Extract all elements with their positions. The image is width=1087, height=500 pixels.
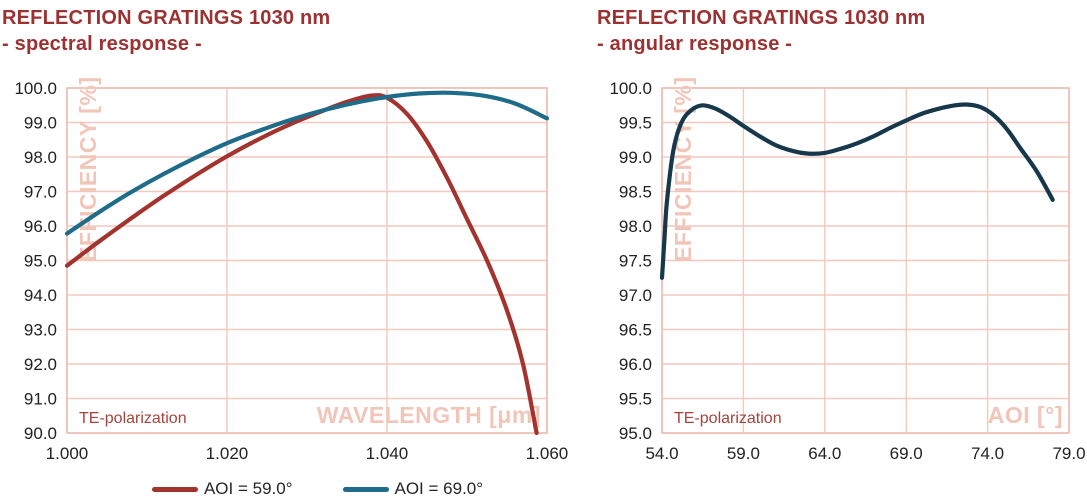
x-tick-label: 64.0 bbox=[808, 444, 841, 463]
x-tick-label: 1.040 bbox=[366, 444, 409, 463]
spectral-chart-legend: AOI = 59.0° AOI = 69.0° bbox=[30, 478, 605, 500]
x-tick-label: 1.000 bbox=[46, 444, 89, 463]
y-tick-label: 96.5 bbox=[619, 321, 652, 340]
series-curve bbox=[64, 93, 539, 436]
y-tick-label: 92.0 bbox=[24, 355, 57, 374]
y-tick-label: 100.0 bbox=[609, 79, 652, 98]
y-tick-label: 100.0 bbox=[14, 79, 57, 98]
series-curve bbox=[64, 90, 550, 236]
y-tick-label: 96.0 bbox=[619, 355, 652, 374]
y-tick-label: 97.0 bbox=[619, 286, 652, 305]
y-tick-label: 94.0 bbox=[24, 286, 57, 305]
y-axis-title: EFFICIENCY [%] bbox=[670, 77, 696, 262]
y-tick-label: 91.0 bbox=[24, 390, 57, 409]
spectral-chart-title-line1: REFLECTION GRATINGS 1030 nm bbox=[2, 7, 331, 29]
y-tick-label: 90.0 bbox=[24, 424, 57, 443]
x-tick-label: 1.020 bbox=[206, 444, 249, 463]
y-tick-label: 97.0 bbox=[24, 183, 57, 202]
legend-line-swatch bbox=[151, 486, 198, 492]
y-tick-label: 98.5 bbox=[619, 183, 652, 202]
y-tick-label: 98.0 bbox=[619, 217, 652, 236]
legend-item: AOI = 69.0° bbox=[342, 479, 484, 499]
spectral-chart-title: REFLECTION GRATINGS 1030 nm - spectral r… bbox=[2, 5, 432, 57]
x-axis-title: WAVELENGTH [μm] bbox=[317, 402, 541, 428]
x-axis-title: AOI [°] bbox=[988, 402, 1063, 428]
legend-line-swatch bbox=[342, 486, 389, 492]
polarization-annotation: TE-polarization bbox=[79, 410, 187, 427]
y-tick-label: 93.0 bbox=[24, 321, 57, 340]
y-tick-label: 95.0 bbox=[619, 424, 652, 443]
x-tick-label: 1.060 bbox=[526, 444, 569, 463]
plot-border bbox=[66, 87, 548, 434]
x-tick-label: 79.0 bbox=[1052, 444, 1085, 463]
series-curve bbox=[659, 102, 1055, 280]
y-tick-label: 99.0 bbox=[24, 114, 57, 133]
legend-label: AOI = 69.0° bbox=[394, 479, 484, 498]
x-tick-label: 74.0 bbox=[971, 444, 1004, 463]
y-tick-label: 99.0 bbox=[619, 148, 652, 167]
y-tick-label: 95.0 bbox=[24, 252, 57, 271]
y-tick-label: 99.5 bbox=[619, 114, 652, 133]
y-axis-title: EFFICIENCY [%] bbox=[75, 77, 101, 262]
legend-label: AOI = 59.0° bbox=[203, 479, 293, 498]
polarization-annotation: TE-polarization bbox=[674, 410, 782, 427]
y-tick-label: 96.0 bbox=[24, 217, 57, 236]
y-tick-label: 95.5 bbox=[619, 390, 652, 409]
x-tick-label: 59.0 bbox=[727, 444, 760, 463]
angular-response-plot: EFFICIENCY [%] AOI [°] TE-polarization 95.0… bbox=[609, 77, 1085, 463]
y-tick-label: 97.5 bbox=[619, 252, 652, 271]
legend-item: AOI = 59.0° bbox=[151, 479, 293, 499]
angular-chart-title: REFLECTION GRATINGS 1030 nm - angular re… bbox=[597, 5, 1027, 57]
angular-chart-title-line2: - angular response - bbox=[597, 33, 793, 55]
angular-chart-title-line1: REFLECTION GRATINGS 1030 nm bbox=[597, 7, 926, 29]
x-tick-label: 54.0 bbox=[645, 444, 678, 463]
spectral-response-plot: EFFICIENCY [%] WAVELENGTH [μm] TE-polariza… bbox=[14, 77, 569, 463]
x-tick-label: 69.0 bbox=[890, 444, 923, 463]
spectral-chart-title-line2: - spectral response - bbox=[2, 33, 202, 55]
y-tick-label: 98.0 bbox=[24, 148, 57, 167]
